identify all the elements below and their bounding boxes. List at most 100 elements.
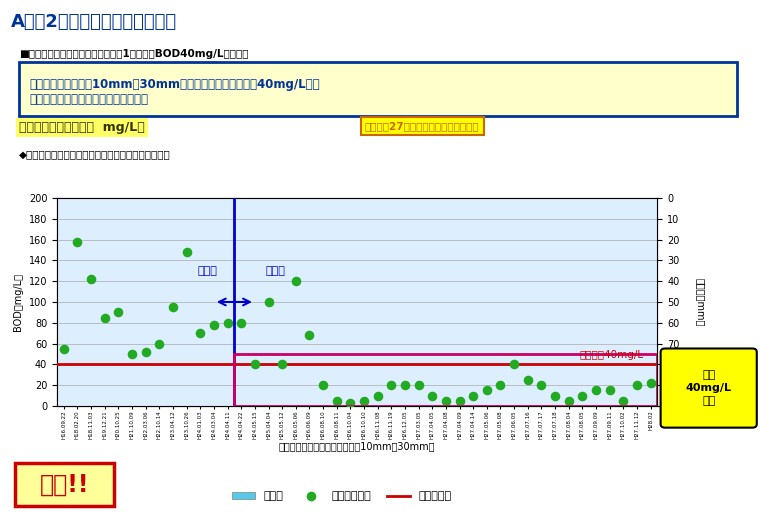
Point [276,360,288,369]
Point [167,303,179,311]
FancyBboxPatch shape [19,62,737,116]
Point [454,397,466,405]
Text: 達成!!: 達成!! [40,472,90,497]
Legend: 降雨量, 平均放流水質, 施行令基準: 降雨量, 平均放流水質, 施行令基準 [228,487,456,506]
Bar [564,198,573,219]
Text: 対策前: 対策前 [197,266,217,276]
Bar [619,198,628,219]
Bar [87,198,96,219]
Point [413,381,425,390]
Bar [387,198,396,219]
Point [549,392,561,400]
Bar [234,354,657,406]
Point [385,381,397,390]
Point [576,392,588,400]
Text: ■評価：施行令［雨天時放流水質：1降雨平均BOD40mg/L］の達成: ■評価：施行令［雨天時放流水質：1降雨平均BOD40mg/L］の達成 [19,49,249,59]
Bar [210,198,218,219]
Bar [455,198,464,219]
Bar [305,198,314,219]
Bar [483,198,491,219]
Bar [605,198,614,219]
Point [631,381,643,390]
FancyBboxPatch shape [15,463,114,506]
Point [535,381,547,390]
Y-axis label: 降雨量（mm）: 降雨量（mm） [695,278,705,326]
Bar [632,198,641,219]
Bar [223,198,232,219]
Text: 対象降雨（総降雨量10mm～30mm）の平均放流水質が全て40mg/L以下: 対象降雨（総降雨量10mm～30mm）の平均放流水質が全て40mg/L以下 [30,78,321,91]
Bar [646,198,655,229]
Point [481,387,493,395]
Bar [182,198,191,219]
Point [508,360,520,369]
Bar [291,198,300,219]
Point [154,340,166,348]
Bar [346,198,355,219]
Text: 全て
40mg/L
以下: 全て 40mg/L 以下 [686,370,732,406]
Point [262,298,274,306]
Bar [196,198,204,219]
Point [399,381,411,390]
Point [644,379,657,387]
Text: 対策後: 対策後 [265,266,285,276]
Point [426,392,439,400]
Bar [401,198,410,219]
Point [290,277,302,285]
Point [317,381,329,390]
Bar [277,198,287,235]
Bar [318,198,328,219]
Bar [591,198,600,219]
Point [344,399,356,407]
Bar [428,198,437,219]
Bar [114,198,123,219]
Point [112,308,125,317]
Point [562,397,575,405]
Point [207,321,220,329]
Bar [510,198,518,219]
Point [495,381,507,390]
Point [440,397,452,405]
Text: 法令基準40mg/L: 法令基準40mg/L [580,350,644,360]
Point [99,314,111,322]
Bar [128,198,137,219]
Point [303,331,315,339]
Point [372,392,384,400]
Point [181,248,193,256]
Bar [551,198,559,219]
Y-axis label: BOD（mg/L）: BOD（mg/L） [13,273,24,331]
Bar [537,198,546,219]
Bar [141,198,150,219]
Bar [524,198,532,219]
Point [590,387,602,395]
Point [521,376,534,384]
Bar [414,198,423,219]
Bar [100,198,109,219]
Point [467,392,480,400]
Bar [237,198,245,219]
Point [85,275,97,283]
Bar [373,198,382,219]
Text: ２年間で27回の雨天時放流水質を測定: ２年間で27回の雨天時放流水質を測定 [365,121,480,131]
Bar [496,198,505,219]
Point [140,348,152,356]
Point [58,345,70,353]
Text: 放流水質（１降雨平均  mg/L）: 放流水質（１降雨平均 mg/L） [19,121,144,134]
Bar [332,198,341,219]
Point [71,237,84,246]
Bar [264,198,273,219]
Point [235,319,247,327]
Bar [578,198,587,219]
Bar [155,198,163,219]
Point [221,319,233,327]
Point [617,397,629,405]
Point [603,387,616,395]
Point [358,397,370,405]
FancyBboxPatch shape [660,348,757,428]
Point [331,397,343,405]
Text: A．（2）放流水質基準への対応: A．（2）放流水質基準への対応 [11,13,178,31]
Point [249,360,261,369]
Text: となっており、目標を達成できている: となっており、目標を達成できている [30,93,149,106]
Bar [251,198,259,219]
Text: ◆モニタリング実績（実際の雨天時の水質測定結果）: ◆モニタリング実績（実際の雨天時の水質測定結果） [19,149,171,159]
Point [195,329,207,337]
